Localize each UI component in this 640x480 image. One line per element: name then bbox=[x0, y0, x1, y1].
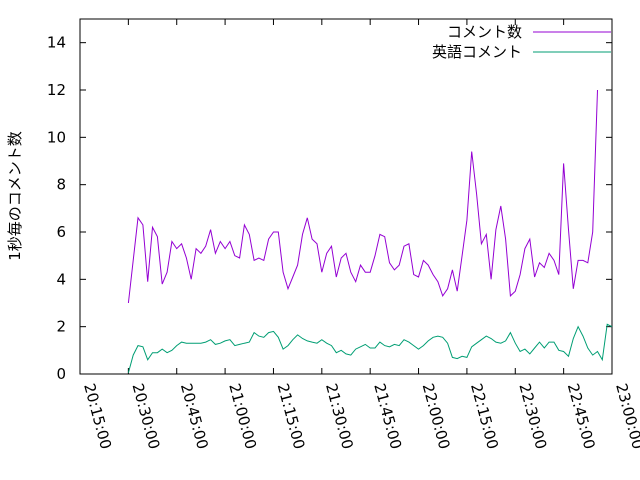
x-tick-label: 21:15:00 bbox=[274, 381, 309, 451]
x-axis: 20:15:00 20:30:00 20:45:00 21:00:00 21:15:00… bbox=[79, 19, 640, 451]
x-tick-label: 22:30:00 bbox=[515, 381, 550, 451]
y-tick-label: 14 bbox=[47, 34, 66, 52]
x-tick-label: 22:00:00 bbox=[419, 381, 454, 451]
series-line bbox=[127, 323, 613, 373]
x-tick-label: 22:15:00 bbox=[467, 381, 502, 451]
x-tick-label: 21:00:00 bbox=[225, 381, 260, 451]
y-tick-label: 10 bbox=[47, 128, 66, 146]
y-axis-label: 1秒毎のコメント数 bbox=[6, 131, 24, 261]
y-tick-label: 2 bbox=[56, 318, 66, 336]
x-tick-label: 20:45:00 bbox=[177, 381, 212, 451]
legend-label: コメント数 bbox=[447, 23, 522, 41]
y-tick-label: 12 bbox=[47, 81, 66, 99]
x-tick-label: 20:30:00 bbox=[128, 381, 163, 451]
x-tick-label: 20:15:00 bbox=[80, 381, 115, 451]
y-axis: 0 2 4 6 8 10 12 14 bbox=[47, 34, 612, 383]
legend-label: 英語コメント bbox=[432, 43, 522, 61]
x-tick-label: 21:45:00 bbox=[370, 381, 405, 451]
series-line bbox=[127, 89, 598, 304]
y-tick-label: 4 bbox=[56, 270, 66, 288]
y-tick-label: 0 bbox=[56, 365, 66, 383]
plot-frame bbox=[79, 18, 613, 375]
x-tick-label: 22:45:00 bbox=[564, 381, 599, 451]
y-tick-label: 6 bbox=[56, 223, 66, 241]
series-layer bbox=[127, 89, 613, 373]
x-tick-label: 21:30:00 bbox=[322, 381, 357, 451]
y-tick-label: 8 bbox=[56, 176, 66, 194]
x-tick-label: 23:00:00 bbox=[612, 381, 640, 451]
